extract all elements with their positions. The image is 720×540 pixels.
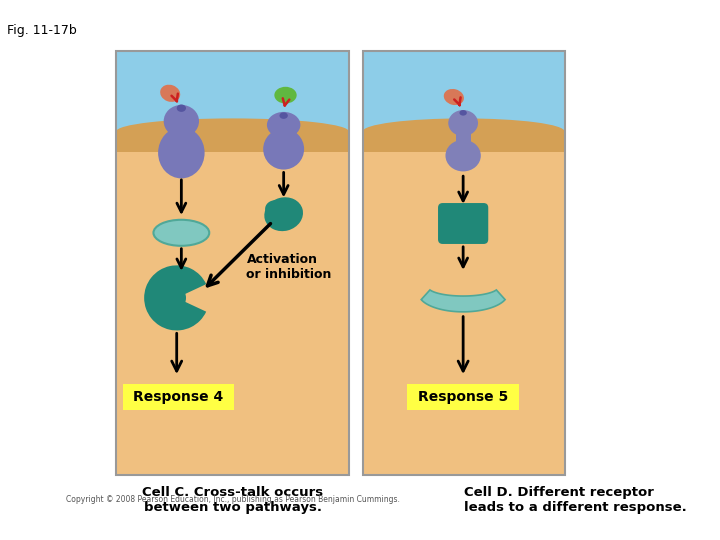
FancyBboxPatch shape bbox=[116, 152, 348, 475]
FancyBboxPatch shape bbox=[116, 51, 348, 152]
Ellipse shape bbox=[459, 110, 467, 116]
FancyBboxPatch shape bbox=[363, 152, 564, 475]
Ellipse shape bbox=[264, 129, 304, 170]
FancyBboxPatch shape bbox=[408, 384, 519, 410]
Text: Cell C. Cross-talk occurs
between two pathways.: Cell C. Cross-talk occurs between two pa… bbox=[142, 486, 323, 514]
FancyBboxPatch shape bbox=[123, 384, 235, 410]
Text: Response 5: Response 5 bbox=[418, 390, 508, 404]
Text: Copyright © 2008 Pearson Education, Inc., publishing as Pearson Benjamin Cumming: Copyright © 2008 Pearson Education, Inc.… bbox=[66, 495, 400, 504]
FancyBboxPatch shape bbox=[363, 51, 564, 152]
Ellipse shape bbox=[444, 89, 464, 105]
Text: Response 4: Response 4 bbox=[133, 390, 224, 404]
Ellipse shape bbox=[264, 197, 303, 231]
FancyBboxPatch shape bbox=[456, 132, 471, 145]
Ellipse shape bbox=[363, 118, 564, 144]
FancyBboxPatch shape bbox=[438, 203, 488, 244]
Polygon shape bbox=[421, 290, 505, 312]
FancyBboxPatch shape bbox=[272, 121, 294, 139]
Ellipse shape bbox=[176, 104, 186, 112]
Text: Activation
or inhibition: Activation or inhibition bbox=[246, 253, 332, 281]
Ellipse shape bbox=[449, 110, 478, 136]
Text: Cell D. Different receptor
leads to a different response.: Cell D. Different receptor leads to a di… bbox=[464, 486, 686, 514]
Text: Fig. 11-17b: Fig. 11-17b bbox=[7, 24, 77, 37]
Ellipse shape bbox=[163, 105, 199, 138]
Ellipse shape bbox=[446, 140, 481, 171]
Ellipse shape bbox=[158, 284, 186, 312]
FancyBboxPatch shape bbox=[363, 131, 564, 152]
Ellipse shape bbox=[158, 127, 204, 178]
Ellipse shape bbox=[279, 112, 288, 119]
FancyBboxPatch shape bbox=[116, 131, 348, 152]
Ellipse shape bbox=[153, 220, 210, 246]
Ellipse shape bbox=[160, 85, 180, 102]
Ellipse shape bbox=[274, 87, 297, 104]
Ellipse shape bbox=[267, 112, 300, 138]
Ellipse shape bbox=[116, 118, 348, 144]
FancyBboxPatch shape bbox=[168, 118, 194, 139]
Ellipse shape bbox=[265, 200, 287, 219]
Wedge shape bbox=[144, 265, 206, 330]
